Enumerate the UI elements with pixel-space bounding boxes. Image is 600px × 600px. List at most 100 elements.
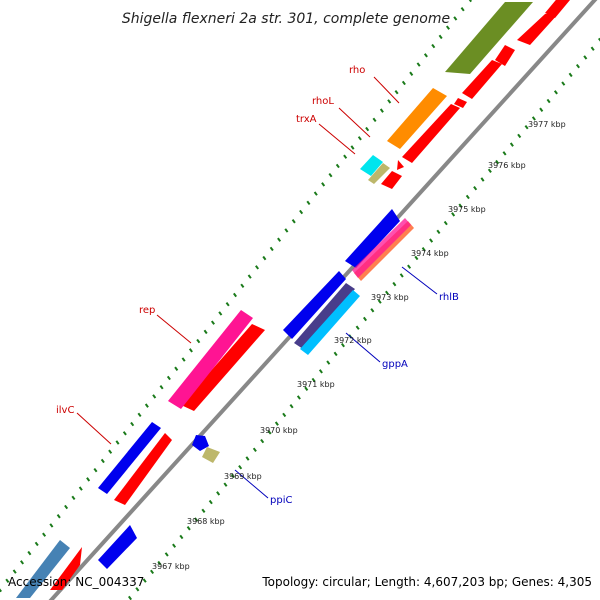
- scale-dot: [429, 238, 434, 243]
- scale-dot: [343, 154, 348, 159]
- scale-dot: [245, 456, 250, 461]
- scale-dot: [531, 116, 536, 121]
- scale-dot: [333, 351, 338, 357]
- scale-dot: [144, 403, 149, 408]
- scale-dot: [495, 159, 500, 165]
- gene-label-rep[interactable]: rep: [139, 305, 155, 316]
- cds-forward[interactable]: [397, 160, 404, 170]
- scale-dot: [122, 431, 127, 436]
- tick-label: 3973 kbp: [371, 293, 409, 302]
- cds-forward-ilvc[interactable]: [114, 433, 172, 505]
- scale-dot: [311, 377, 316, 383]
- scale-dot: [56, 514, 61, 519]
- scale-dot: [164, 552, 169, 557]
- cds-reverse[interactable]: [98, 525, 137, 569]
- scale-dot: [255, 265, 260, 270]
- scale-dot: [260, 438, 265, 444]
- scale-dot: [583, 55, 588, 60]
- gene-rho[interactable]: [387, 88, 447, 149]
- scale-dot: [12, 569, 17, 574]
- cds-forward[interactable]: [517, 14, 558, 45]
- gene-label-rhlb[interactable]: rhlB: [439, 292, 459, 303]
- scale-dot: [223, 482, 228, 487]
- gene-ilvc[interactable]: [98, 422, 161, 494]
- scale-dot: [306, 200, 311, 206]
- scale-dot: [473, 186, 478, 191]
- scale-dot: [370, 308, 375, 313]
- scale-dot: [108, 449, 113, 454]
- gene-steelblue[interactable]: [16, 540, 70, 598]
- scale-dot: [357, 136, 362, 141]
- tick-label: 3977 kbp: [528, 120, 566, 129]
- scale-dot: [524, 124, 529, 130]
- scale-dot: [157, 560, 162, 566]
- cds-forward[interactable]: [402, 104, 460, 163]
- scale-dot: [5, 578, 10, 583]
- genome-summary: Topology: circular; Length: 4,607,203 bp…: [262, 575, 592, 589]
- scale-dot: [509, 142, 514, 147]
- scale-dot: [284, 228, 289, 233]
- scale-dot: [401, 80, 406, 86]
- scale-dot: [436, 229, 441, 235]
- gene-trxa-b[interactable]: [368, 163, 390, 184]
- gene-trxa[interactable]: [360, 155, 383, 176]
- scale-dot: [465, 194, 470, 200]
- scale-dot: [387, 99, 392, 104]
- gene-label-gppa[interactable]: gppA: [382, 359, 408, 370]
- scale-dot: [377, 299, 382, 304]
- cds-forward-rep[interactable]: [181, 324, 265, 411]
- scale-dot: [179, 534, 184, 540]
- gene-label-ppic[interactable]: ppiC: [270, 495, 292, 506]
- gene-gppa-sky[interactable]: [300, 290, 360, 355]
- scale-dot: [328, 172, 333, 178]
- scale-dot: [49, 523, 54, 528]
- scale-dot: [174, 366, 179, 371]
- scale-dot: [568, 72, 573, 78]
- scale-dot: [142, 578, 147, 583]
- scale-dot: [431, 43, 436, 49]
- cds-forward[interactable]: [50, 547, 82, 590]
- cds-forward[interactable]: [381, 171, 402, 189]
- scale-dot: [539, 107, 544, 112]
- cds-reverse[interactable]: [345, 209, 400, 268]
- cds-forward[interactable]: [454, 98, 467, 108]
- gene-label-trxa[interactable]: trxA: [296, 114, 317, 125]
- scale-dot: [152, 394, 157, 399]
- gene-olive[interactable]: [445, 2, 533, 74]
- accession-label: Accession: NC_004337: [8, 575, 145, 589]
- scale-dot: [392, 281, 397, 287]
- gene-label-rhol[interactable]: rhoL: [312, 96, 334, 107]
- gene-gppa[interactable]: [294, 283, 355, 349]
- tick-label: 3970 kbp: [260, 426, 298, 435]
- tick-label: 3976 kbp: [488, 161, 526, 170]
- gene-ppic[interactable]: [202, 447, 220, 463]
- scale-dot: [267, 430, 272, 435]
- cds-reverse-ppic-a[interactable]: [192, 435, 209, 451]
- gene-label-ilvc[interactable]: ilvC: [56, 405, 74, 416]
- cds-forward[interactable]: [545, 0, 570, 18]
- scale-dot: [100, 458, 105, 464]
- cds-forward[interactable]: [462, 60, 502, 99]
- scale-dot: [269, 246, 274, 252]
- scale-dot: [34, 541, 39, 547]
- cds-forward[interactable]: [495, 45, 515, 66]
- gene-rep[interactable]: [168, 310, 253, 409]
- scale-dot: [233, 292, 237, 298]
- scale-dot: [443, 220, 448, 226]
- cds-reverse[interactable]: [283, 271, 346, 339]
- tick-label: 3975 kbp: [448, 205, 486, 214]
- scale-dot: [274, 421, 279, 426]
- scale-dot: [230, 473, 235, 479]
- scale-dot: [318, 369, 323, 374]
- scale-dot: [27, 550, 32, 556]
- scale-dot: [262, 255, 267, 261]
- gene-label-rho[interactable]: rho: [349, 65, 365, 76]
- scale-dot: [115, 440, 120, 445]
- scale-dot: [128, 595, 132, 600]
- scale-dot: [362, 316, 368, 322]
- scale-dot: [216, 491, 221, 496]
- scale-dot: [172, 543, 177, 548]
- scale-dot: [394, 89, 399, 95]
- scale-dot: [502, 151, 507, 156]
- gene-rhlb-pink[interactable]: [352, 218, 411, 278]
